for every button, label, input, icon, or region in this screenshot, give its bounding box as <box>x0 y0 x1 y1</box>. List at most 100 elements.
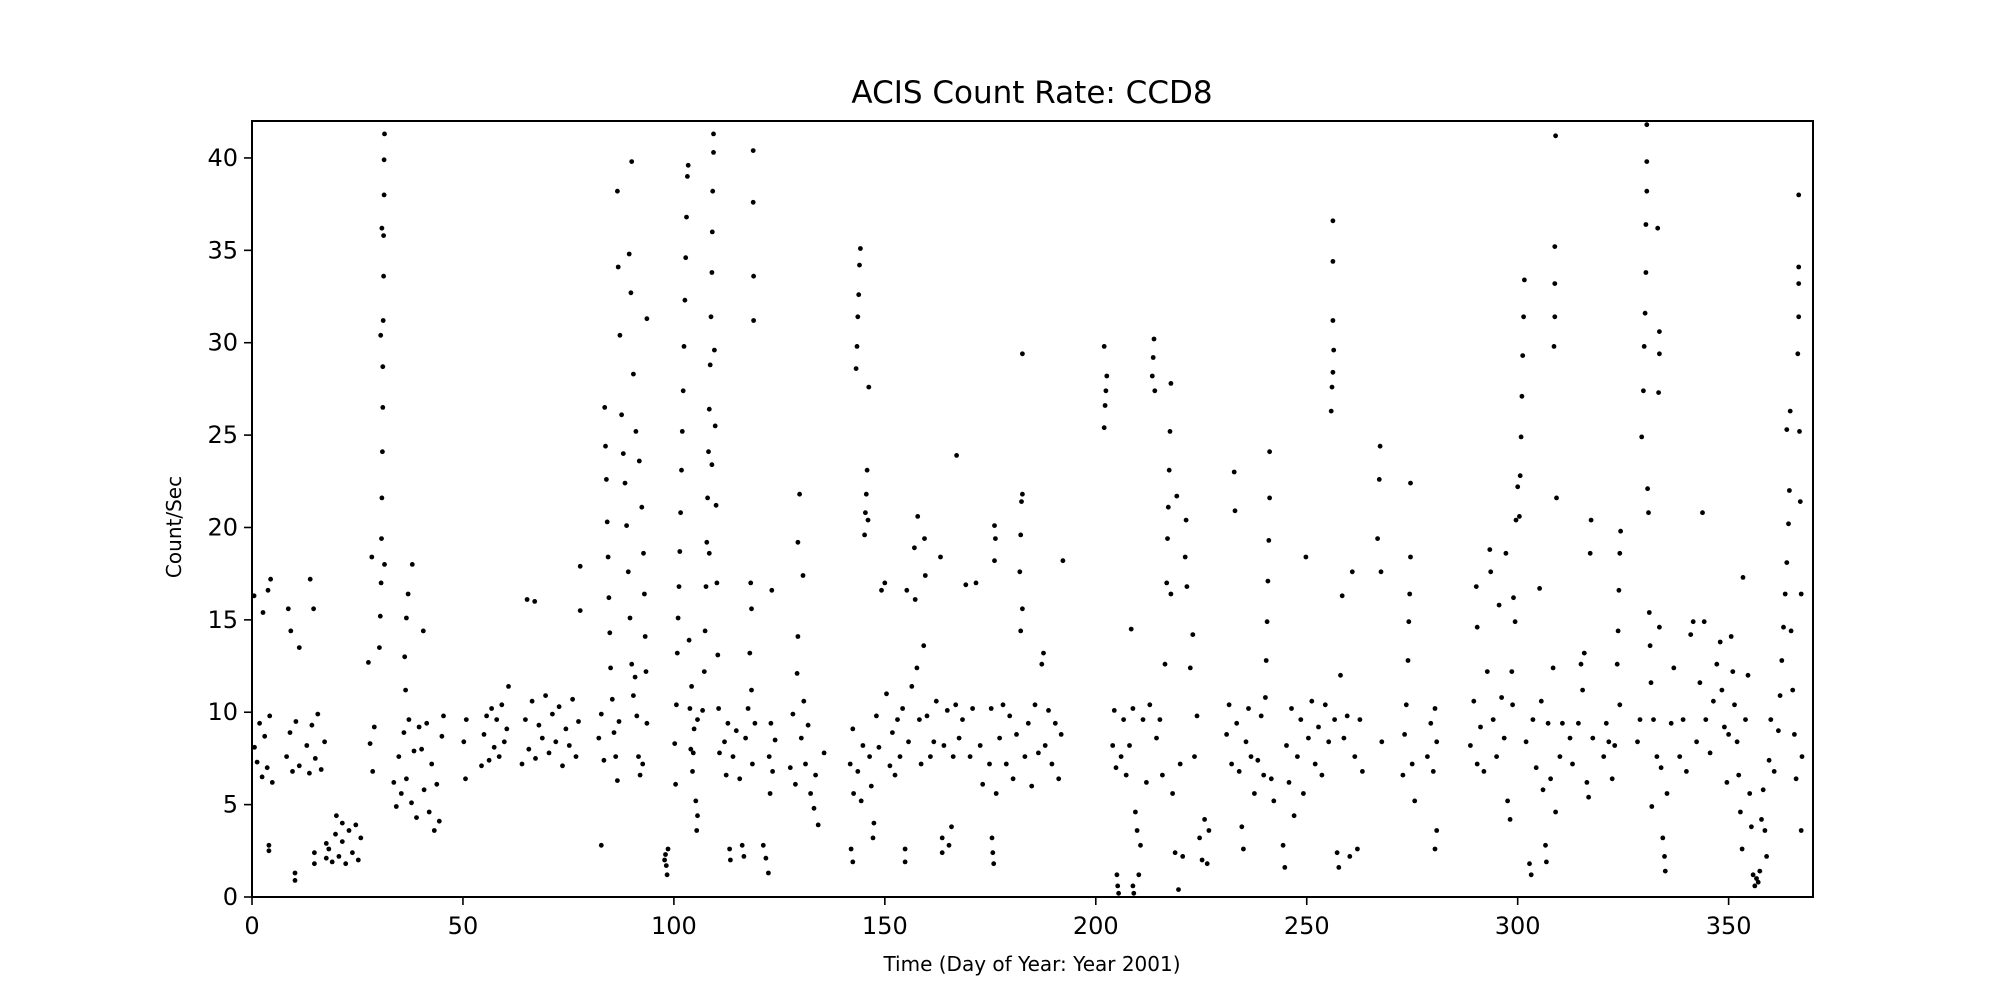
data-point <box>463 717 469 722</box>
data-point <box>1330 218 1336 224</box>
data-point <box>694 828 700 833</box>
data-point <box>850 726 856 732</box>
data-point <box>629 159 635 165</box>
data-point <box>343 861 349 867</box>
data-point <box>264 765 270 771</box>
data-point <box>1798 591 1804 597</box>
data-point <box>902 859 908 865</box>
data-point <box>627 615 633 621</box>
data-point <box>1312 761 1318 767</box>
data-point <box>1771 769 1777 774</box>
data-point <box>1551 344 1557 349</box>
data-point <box>1134 828 1140 833</box>
data-point <box>380 405 386 410</box>
data-point <box>1252 791 1257 796</box>
data-point <box>1403 702 1409 708</box>
data-point <box>1700 510 1705 516</box>
data-point <box>1782 591 1788 597</box>
data-point <box>693 798 699 804</box>
data-point <box>1750 872 1756 878</box>
data-point <box>539 735 545 741</box>
data-point <box>1759 817 1764 822</box>
data-point <box>743 735 748 741</box>
data-point <box>409 562 415 567</box>
data-point <box>767 791 773 796</box>
data-point <box>1206 828 1212 833</box>
data-point <box>1241 846 1246 852</box>
data-point <box>371 724 377 730</box>
data-point <box>725 720 731 726</box>
data-point <box>924 713 930 719</box>
data-point <box>1603 720 1609 726</box>
data-point <box>1166 467 1172 473</box>
data-point <box>1680 717 1686 722</box>
data-point <box>1745 672 1751 678</box>
data-point <box>1581 650 1587 656</box>
data-point <box>491 744 497 750</box>
data-point <box>665 846 671 852</box>
data-point <box>598 711 604 717</box>
data-point <box>1552 314 1558 320</box>
data-point <box>1150 355 1156 360</box>
data-point <box>967 754 973 759</box>
data-point <box>1136 872 1142 878</box>
data-point <box>284 754 289 759</box>
data-point <box>811 805 817 811</box>
data-point <box>1405 658 1411 663</box>
data-point <box>953 702 959 708</box>
data-point <box>794 671 800 676</box>
data-point <box>1017 569 1023 575</box>
data-point <box>607 630 613 636</box>
data-point <box>615 778 620 783</box>
data-point <box>1352 754 1358 759</box>
data-point <box>922 573 928 578</box>
data-point <box>536 722 542 728</box>
data-point <box>1428 720 1434 726</box>
data-point <box>1690 619 1696 625</box>
data-point <box>1042 743 1048 748</box>
data-point <box>1378 569 1384 575</box>
data-point <box>1694 739 1699 745</box>
data-point <box>1379 739 1385 745</box>
data-point <box>1509 669 1515 674</box>
data-point <box>728 857 733 863</box>
data-point <box>1154 735 1159 741</box>
data-point <box>489 706 494 711</box>
data-point <box>750 761 755 767</box>
data-point <box>1657 351 1662 357</box>
data-point <box>848 846 854 852</box>
data-point <box>1792 732 1797 737</box>
data-point <box>1645 486 1650 492</box>
data-point <box>769 587 775 593</box>
data-point <box>1617 550 1623 556</box>
data-point <box>768 720 774 726</box>
data-point <box>1174 493 1180 499</box>
data-point <box>292 870 298 876</box>
data-point <box>722 739 727 745</box>
data-point <box>674 702 679 708</box>
data-point <box>1732 702 1737 708</box>
data-point <box>938 554 943 560</box>
data-point <box>326 846 332 852</box>
data-point <box>1644 188 1650 194</box>
data-point <box>1554 495 1559 501</box>
data-point <box>1511 595 1516 601</box>
data-point <box>269 780 275 785</box>
data-point <box>707 362 713 368</box>
data-point <box>1330 318 1336 323</box>
data-point <box>1263 695 1268 700</box>
data-point <box>1306 735 1311 741</box>
data-point <box>683 255 689 261</box>
data-point <box>793 781 798 787</box>
data-point <box>1787 488 1792 493</box>
data-point <box>1578 661 1584 667</box>
data-point <box>622 480 628 486</box>
data-point <box>379 225 385 231</box>
data-point <box>1255 757 1261 763</box>
data-point <box>1144 780 1149 785</box>
data-point <box>346 828 352 833</box>
data-point <box>1637 717 1643 722</box>
data-point <box>912 597 918 602</box>
data-point <box>1496 602 1502 608</box>
data-point <box>682 297 688 303</box>
